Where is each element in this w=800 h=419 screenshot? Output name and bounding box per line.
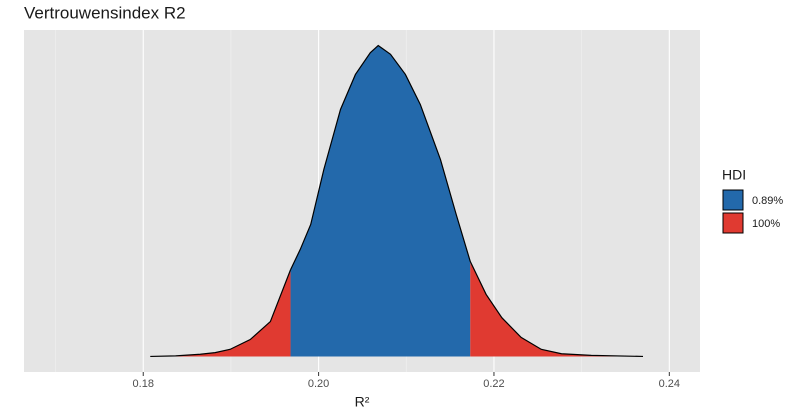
x-axis-label: R² <box>355 394 370 410</box>
density-line <box>150 269 292 358</box>
legend-key <box>722 212 744 234</box>
area <box>150 269 291 357</box>
x-tick-label: 0.24 <box>659 378 680 390</box>
legend-label: 0.89% <box>752 195 783 207</box>
chart-title: Vertrouwensindex R2 <box>24 3 186 22</box>
area <box>290 45 471 357</box>
area <box>470 261 644 357</box>
x-tick-label: 0.18 <box>133 378 154 390</box>
legend-key <box>722 189 744 211</box>
x-tick-label: 0.22 <box>483 378 504 390</box>
density-line <box>290 44 471 270</box>
density-line <box>469 261 644 358</box>
legend-title: HDI <box>722 167 746 183</box>
x-tick-label: 0.20 <box>308 378 329 390</box>
legend-label: 100% <box>752 218 780 230</box>
